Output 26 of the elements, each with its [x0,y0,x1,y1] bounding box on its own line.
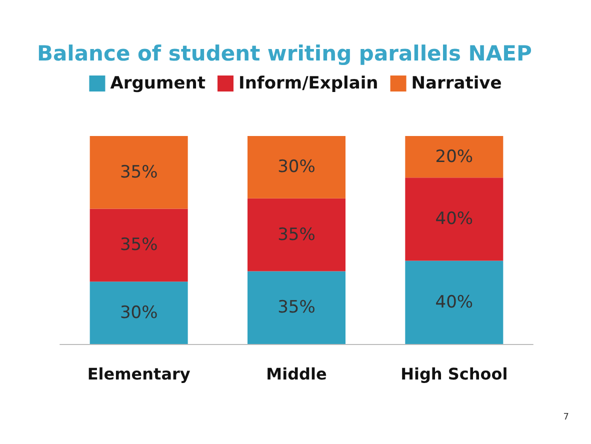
data-label: 30% [278,157,316,178]
bar [405,178,504,261]
data-label: 35% [120,162,158,182]
data-label: 40% [435,209,474,230]
bar [248,198,346,272]
bar [90,282,188,344]
legend-label: Argument [110,74,206,94]
bar [405,260,504,344]
data-label: 40% [435,292,474,312]
chart-title: Balance of student writing parallels NAEP [37,42,532,66]
text: 7 [563,412,570,422]
data-label: 35% [120,235,158,256]
data-label: 35% [278,298,316,318]
bar [248,271,346,344]
x-tick-label: Middle [266,364,327,384]
bar [248,136,346,198]
bar [90,136,188,209]
x-tick-label: Elementary [87,364,191,384]
legend-label: Inform/Explain [238,74,378,94]
legend-label: Narrative [411,74,502,94]
x-tick-label: High School [400,364,508,384]
bar [90,208,188,282]
data-label: 20% [435,146,474,167]
data-label: 35% [278,224,316,245]
data-label: 30% [120,302,158,323]
bar [405,136,504,178]
